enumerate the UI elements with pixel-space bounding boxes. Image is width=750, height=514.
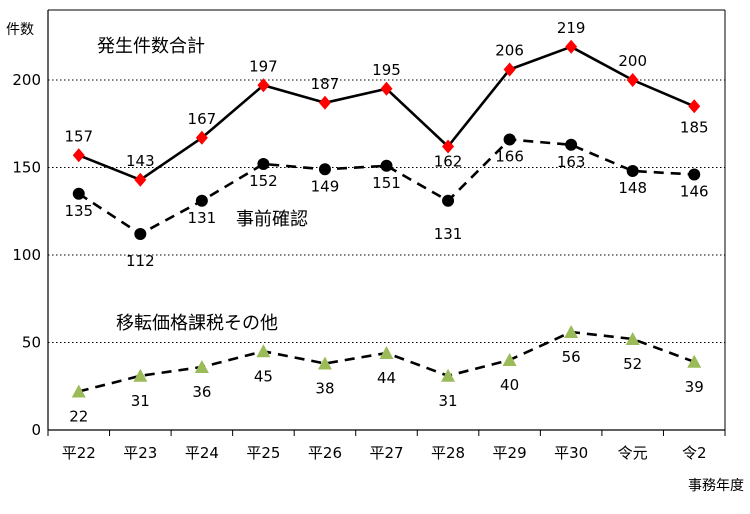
series-line-1 <box>78 138 695 236</box>
data-label: 167 <box>188 110 217 128</box>
marker-triangle <box>71 384 86 398</box>
data-label: 187 <box>311 75 340 93</box>
data-label: 131 <box>434 225 463 243</box>
series-title-advance: 事前確認 <box>236 209 308 230</box>
y-tick-label: 50 <box>22 334 41 352</box>
data-labels: 157 143 167 197 187 195 162 206 219 200 185 135 112 1… <box>64 19 708 426</box>
marker-triangle <box>379 346 394 359</box>
data-label: 112 <box>126 252 155 270</box>
x-tick-label: 平24 <box>185 444 219 462</box>
data-label: 143 <box>126 152 155 170</box>
x-tick-label: 令2 <box>682 444 707 462</box>
marker-circle <box>503 133 516 146</box>
data-label: 162 <box>434 153 463 171</box>
data-label: 39 <box>685 378 704 396</box>
data-label: 52 <box>623 355 642 373</box>
data-label: 206 <box>495 42 524 60</box>
marker-diamond <box>195 130 208 145</box>
data-label: 38 <box>315 380 334 398</box>
data-label: 166 <box>495 148 524 166</box>
data-label: 146 <box>680 183 709 201</box>
marker-diamond <box>442 139 455 154</box>
x-tick-label: 平30 <box>554 444 588 462</box>
marker-diamond <box>257 78 270 93</box>
marker-triangle <box>502 353 517 366</box>
marker-diamond <box>380 81 393 96</box>
marker-triangle <box>441 368 456 382</box>
marker-triangle <box>564 325 579 338</box>
data-label: 219 <box>557 19 586 37</box>
x-axis-title: 事務年度 <box>688 478 744 494</box>
data-label: 149 <box>311 177 340 195</box>
data-label: 200 <box>618 52 647 70</box>
x-tick-label: 平22 <box>62 444 96 462</box>
data-label: 185 <box>680 118 709 136</box>
marker-circle <box>565 138 578 151</box>
x-tick-label: 平27 <box>369 444 403 462</box>
grid-lines <box>48 79 725 343</box>
data-label: 45 <box>254 367 273 385</box>
x-tick-label: 平25 <box>246 444 280 462</box>
series-lines <box>78 45 695 393</box>
marker-triangle <box>256 344 271 358</box>
data-label: 163 <box>557 153 586 171</box>
marker-triangle <box>317 356 332 370</box>
data-label: 152 <box>249 172 278 190</box>
data-label: 135 <box>64 202 93 220</box>
y-tick-label: 200 <box>12 71 41 89</box>
x-tick-label: 平23 <box>123 444 157 462</box>
data-label: 131 <box>188 209 217 227</box>
marker-diamond <box>503 62 516 77</box>
marker-diamond <box>626 73 639 87</box>
data-label: 195 <box>372 61 401 79</box>
marker-circle <box>72 187 85 200</box>
data-label: 148 <box>618 179 647 197</box>
data-label: 157 <box>64 127 93 145</box>
marker-diamond <box>72 148 85 163</box>
marker-circle <box>688 168 701 181</box>
marker-triangle <box>194 360 209 373</box>
x-tick-label: 令元 <box>618 444 648 462</box>
marker-circle <box>134 228 147 240</box>
y-axis-title: 件数 <box>6 22 34 38</box>
x-tick-label: 平26 <box>308 444 342 462</box>
y-tick-label: 150 <box>12 159 41 177</box>
data-label: 31 <box>131 392 150 410</box>
marker-circle <box>257 158 270 170</box>
data-label: 44 <box>377 369 396 387</box>
data-label: 36 <box>192 383 211 401</box>
data-label: 31 <box>438 392 457 410</box>
y-tick-label: 100 <box>12 246 41 264</box>
marker-circle <box>442 194 455 207</box>
series-title-total: 発生件数合計 <box>97 36 205 57</box>
data-label: 22 <box>69 408 88 426</box>
marker-diamond <box>134 172 147 187</box>
data-label: 40 <box>500 376 519 394</box>
data-label: 197 <box>249 57 278 75</box>
marker-diamond <box>688 99 701 114</box>
x-tick-label: 平28 <box>431 444 465 462</box>
marker-triangle <box>687 354 702 368</box>
data-label: 151 <box>372 174 401 192</box>
marker-triangle <box>625 332 640 345</box>
series-title-other: 移転価格課税その他 <box>116 313 278 334</box>
marker-diamond <box>318 95 331 110</box>
marker-circle <box>195 194 208 207</box>
marker-circle <box>380 159 393 172</box>
marker-circle <box>626 165 639 177</box>
marker-diamond <box>565 39 578 54</box>
marker-circle <box>318 163 331 176</box>
data-label: 56 <box>562 348 581 366</box>
axes: 0 50 100 150 200 平22 平23 平24 平25 平26 平27 平28 平29 平30 令… <box>12 9 726 462</box>
x-tick-label: 平29 <box>493 444 527 462</box>
marker-triangle <box>133 368 148 382</box>
y-tick-label: 0 <box>31 421 41 439</box>
series-markers <box>71 39 702 398</box>
